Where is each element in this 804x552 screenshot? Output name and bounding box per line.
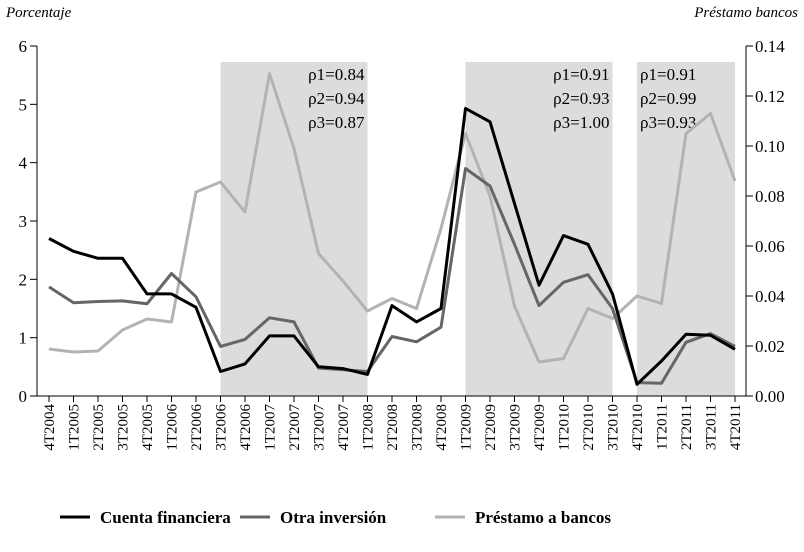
y2-axis-title: Préstamo bancos — [693, 5, 798, 21]
y2-tick-label: 0.08 — [755, 187, 785, 206]
x-tick-label: 3T2007 — [312, 404, 328, 451]
x-tick-label: 3T2009 — [508, 404, 524, 451]
x-tick-label: 1T2009 — [459, 404, 475, 451]
y-tick-label: 2 — [19, 270, 28, 289]
annotation: ρ1=0.91 — [553, 65, 609, 84]
legend-label: Otra inversión — [280, 508, 387, 527]
x-tick-label: 4T2007 — [336, 404, 352, 451]
x-tick-label: 3T2010 — [606, 404, 622, 451]
x-tick-label: 1T2005 — [67, 404, 83, 451]
x-tick-label: 2T2011 — [679, 404, 695, 450]
x-tick-label: 1T2008 — [361, 404, 377, 451]
annotation: ρ3=0.87 — [308, 113, 365, 132]
x-tick-label: 1T2010 — [557, 404, 573, 451]
shaded-region — [465, 62, 613, 396]
x-tick-label: 2T2008 — [385, 404, 401, 451]
x-tick-label: 1T2011 — [655, 404, 671, 450]
x-tick-label: 4T2006 — [238, 404, 254, 451]
annotation: ρ3=1.00 — [553, 113, 609, 132]
x-tick-label: 3T2005 — [116, 404, 132, 451]
x-tick-label: 2T2005 — [91, 404, 107, 451]
y2-tick-label: 0.02 — [755, 337, 785, 356]
legend-label: Cuenta financiera — [100, 508, 231, 527]
x-tick-label: 4T2004 — [42, 404, 58, 451]
x-tick-label: 2T2009 — [483, 404, 499, 451]
x-tick-label: 3T2008 — [410, 404, 426, 451]
x-tick-label: 2T2007 — [287, 404, 303, 451]
series-line — [48, 167, 736, 385]
y-tick-label: 0 — [19, 387, 28, 406]
y2-tick-label: 0.14 — [755, 37, 785, 56]
y-tick-label: 6 — [19, 37, 28, 56]
y2-tick-label: 0.06 — [755, 237, 785, 256]
x-tick-label: 3T2011 — [704, 404, 720, 450]
x-tick-label: 3T2006 — [214, 404, 230, 451]
x-tick-label: 4T2009 — [532, 404, 548, 451]
y-tick-label: 4 — [19, 154, 28, 173]
annotation: ρ2=0.94 — [308, 89, 365, 108]
y2-tick-label: 0.10 — [755, 137, 785, 156]
annotation: ρ1=0.84 — [308, 65, 365, 84]
y-tick-label: 3 — [19, 212, 28, 231]
x-tick-label: 4T2005 — [140, 404, 156, 451]
y2-tick-label: 0.12 — [755, 87, 785, 106]
series-line — [48, 106, 736, 386]
x-tick-label: 2T2006 — [189, 404, 205, 451]
x-tick-label: 4T2010 — [630, 404, 646, 451]
legend-label: Préstamo a bancos — [475, 508, 611, 527]
x-tick-label: 1T2007 — [263, 404, 279, 451]
y2-tick-label: 0.04 — [755, 287, 785, 306]
annotation: ρ2=0.93 — [553, 89, 609, 108]
annotation: ρ3=0.93 — [640, 113, 696, 132]
x-tick-label: 4T2011 — [728, 404, 744, 450]
y2-tick-label: 0.00 — [755, 387, 785, 406]
series-line — [48, 72, 737, 364]
x-tick-label: 2T2010 — [581, 404, 597, 451]
x-tick-label: 4T2008 — [434, 404, 450, 451]
annotation: ρ2=0.99 — [640, 89, 696, 108]
annotation: ρ1=0.91 — [640, 65, 696, 84]
y-tick-label: 5 — [19, 95, 28, 114]
x-tick-label: 1T2006 — [165, 404, 181, 451]
y-tick-label: 1 — [19, 329, 28, 348]
y-axis-title: Porcentaje — [5, 5, 72, 21]
